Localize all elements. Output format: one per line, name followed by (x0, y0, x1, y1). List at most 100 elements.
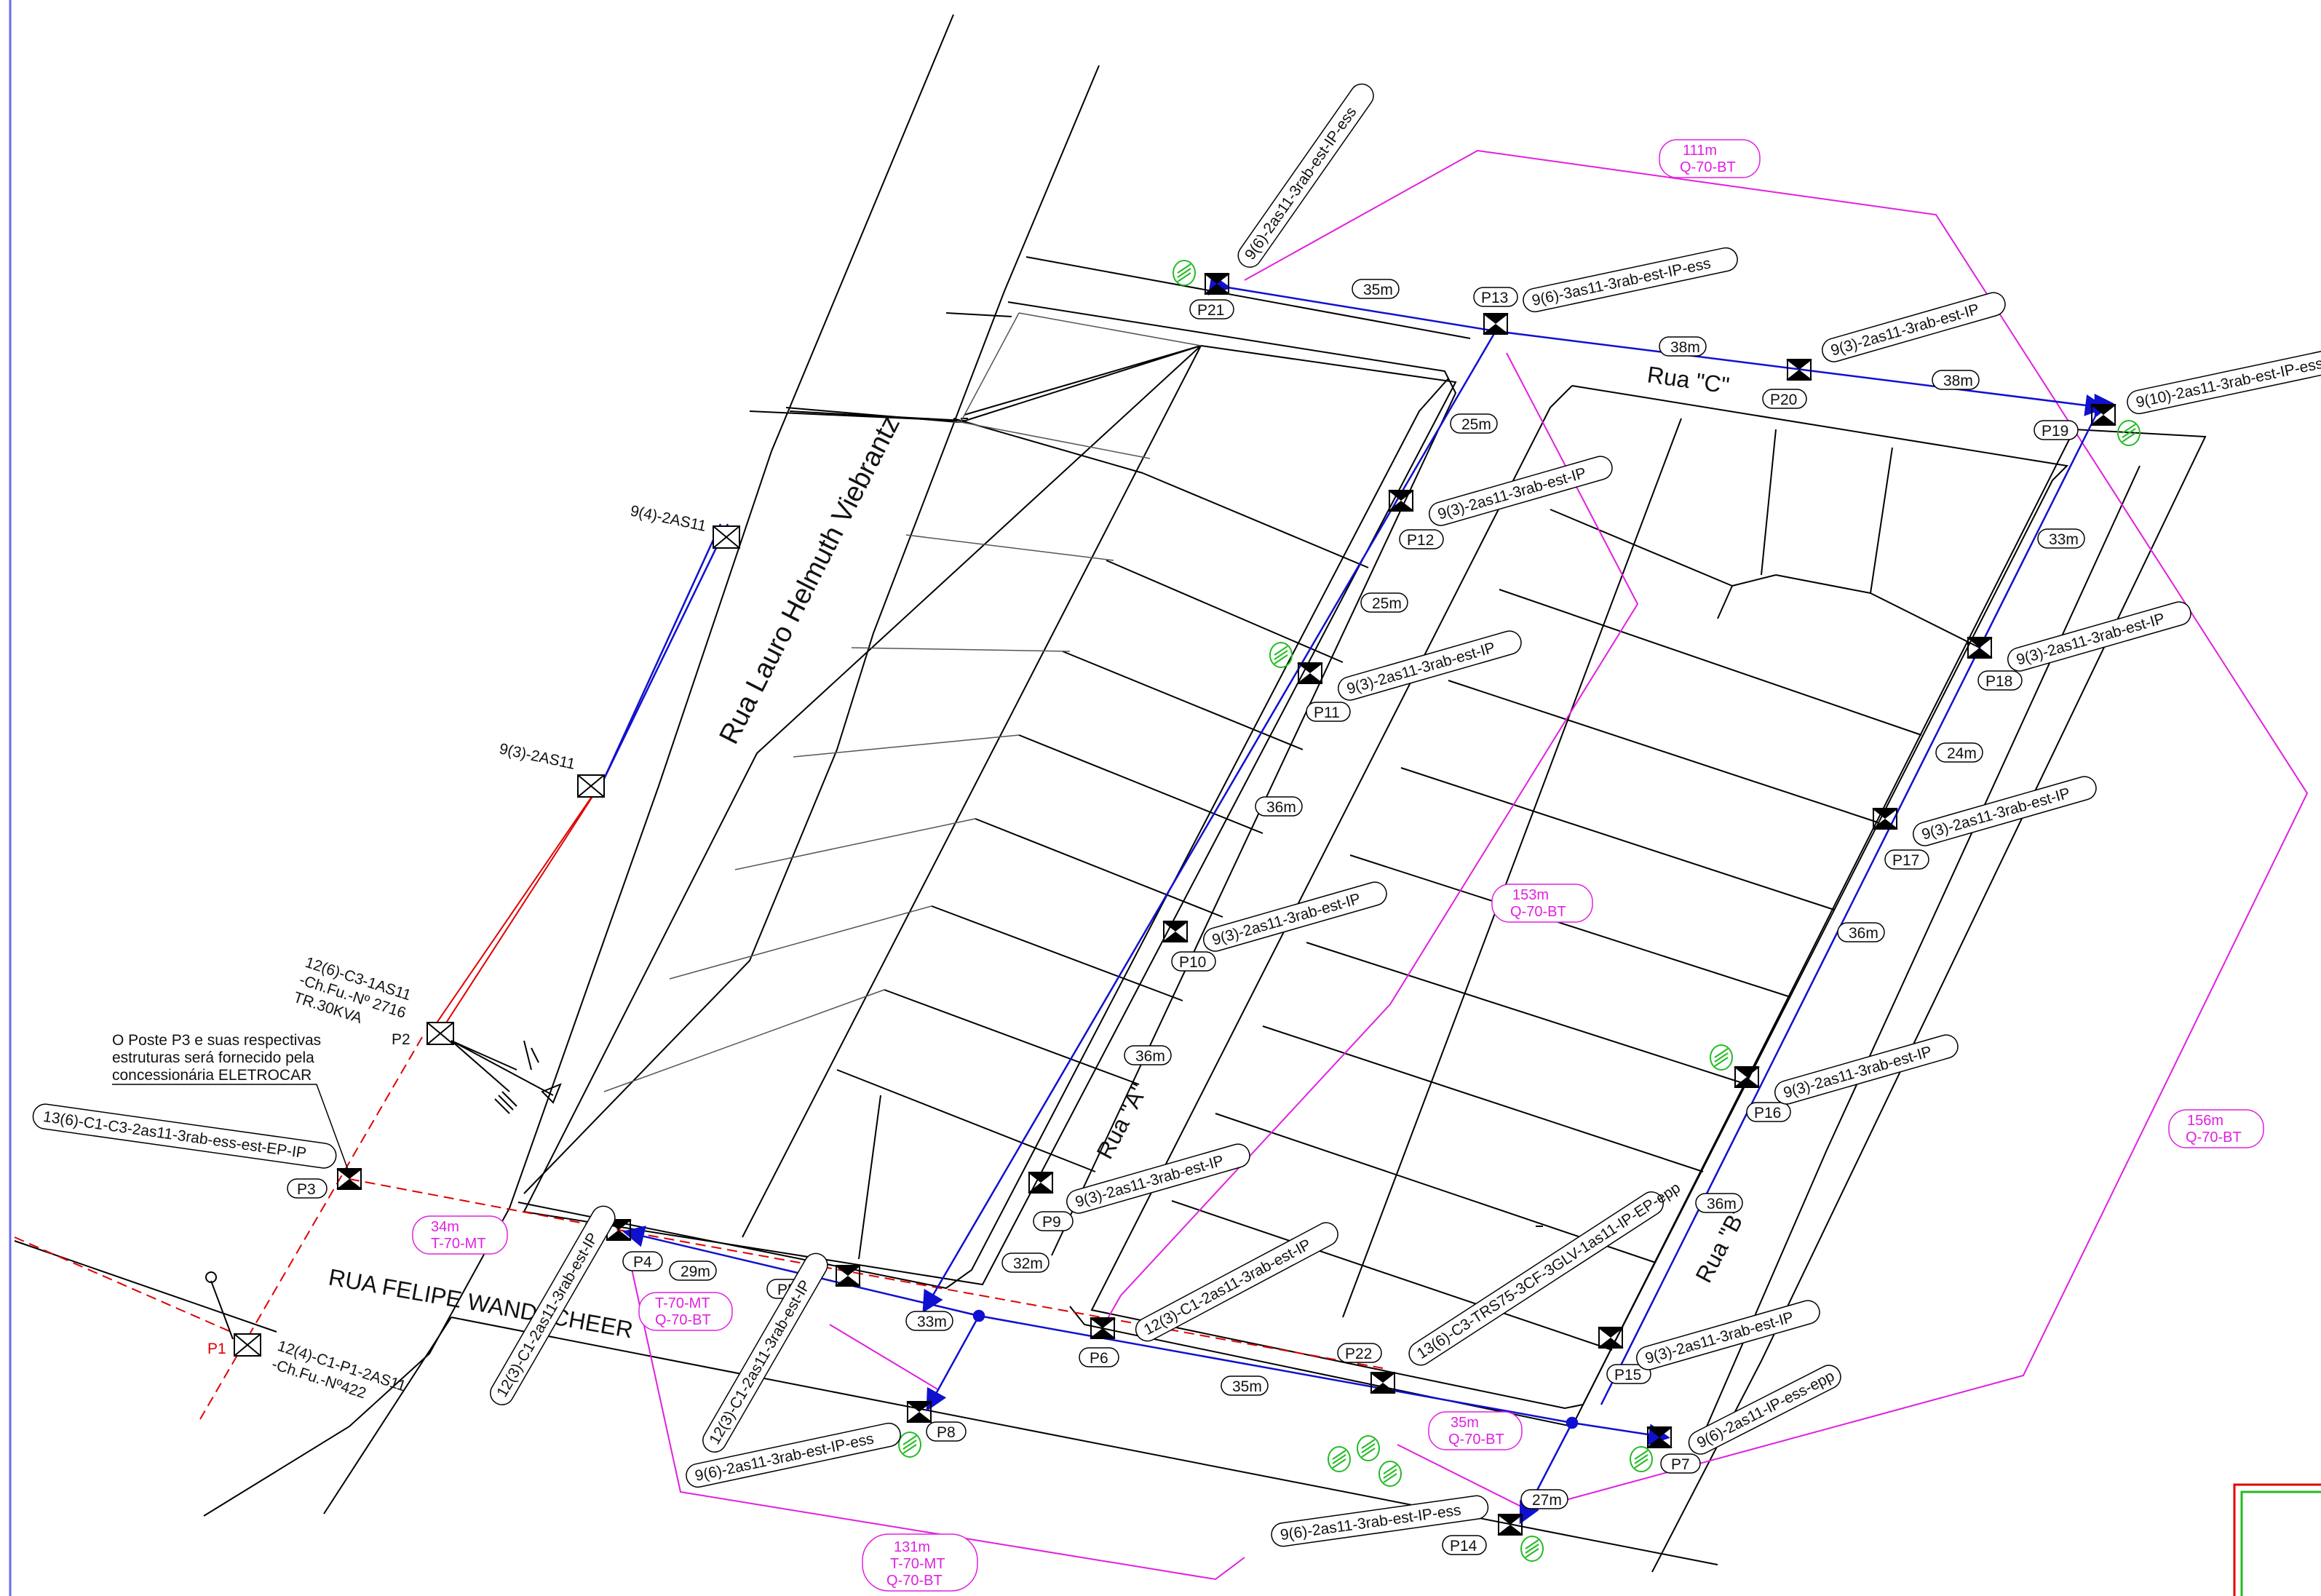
lot-lines-far-left (953, 312, 1020, 423)
structure-tag-p5: 12(3)-C1-2as11-3rab-est-IP (702, 1252, 828, 1453)
svg-text:9(3)-2as11-3rab-est-IP: 9(3)-2as11-3rab-est-IP (2015, 610, 2167, 668)
svg-text:36m: 36m (1849, 925, 1878, 942)
ground-icon (1710, 1044, 1733, 1071)
pole-tag-p15: P15 (1606, 1364, 1651, 1384)
pole-tag-p21: P21 (1189, 299, 1234, 319)
svg-text:P10: P10 (1179, 954, 1206, 971)
span-tag: 33m (905, 1311, 953, 1331)
svg-text:111m: 111m (1683, 143, 1717, 159)
pole-p9[interactable] (1027, 1172, 1055, 1194)
pole-tag-p18: P18 (1977, 670, 2023, 691)
structure-tag-p10: 9(3)-2as11-3rab-est-IP (1203, 881, 1387, 952)
svg-text:13(6)-C3-TRS75-3CF-3GLV-1as11-: 13(6)-C3-TRS75-3CF-3GLV-1as11-IP-EP-epp (1414, 1179, 1683, 1362)
pole-p14[interactable] (1496, 1514, 1524, 1536)
structure-tag-p15: 9(3)-2as11-3rab-est-IP (1636, 1300, 1820, 1370)
svg-text:P16: P16 (1754, 1105, 1781, 1121)
span-tag: 36m (1124, 1045, 1172, 1065)
pole-p19[interactable] (2090, 404, 2117, 426)
note-p3-line3: concessionária ELETROCAR (112, 1067, 312, 1084)
svg-text:P9: P9 (1042, 1214, 1061, 1231)
pole-p7[interactable] (1646, 1426, 1673, 1448)
svg-text:P12: P12 (1407, 532, 1434, 549)
span-tag: 32m (1001, 1252, 1050, 1273)
structure-tag-p19: 9(10)-2as11-3rab-est-IP-ess (2127, 349, 2321, 415)
pole-p22[interactable] (1369, 1372, 1397, 1394)
note-p3-line1: O Poste P3 e suas respectivas (112, 1032, 321, 1049)
pole-p11[interactable] (1296, 662, 1324, 684)
structure-tag-p22: 13(6)-C3-TRS75-3CF-3GLV-1as11-IP-EP-epp (1408, 1179, 1683, 1366)
street-name-felipe: RUA FELIPE WANDSCHEER (327, 1263, 635, 1343)
pole-tag-p10: P10 (1171, 951, 1216, 972)
svg-text:12(3)-C1-2as11-3rab-est-IP: 12(3)-C1-2as11-3rab-est-IP (1141, 1236, 1314, 1338)
structure-tag-p16: 9(3)-2as11-3rab-est-IP (1774, 1034, 1959, 1105)
pole-p12[interactable] (1387, 490, 1415, 512)
svg-text:33m: 33m (917, 1314, 947, 1330)
magenta-network (629, 149, 2309, 1581)
structure-tag-p17: 9(3)-2as11-3rab-est-IP (1913, 776, 2097, 846)
svg-text:25m: 25m (1372, 595, 1402, 612)
svg-text:34m: 34m (431, 1219, 459, 1235)
svg-text:T-70-MT: T-70-MT (655, 1295, 710, 1311)
structure-tag-p6: 12(3)-C1-2as11-3rab-est-IP (1135, 1222, 1338, 1342)
svg-text:P11: P11 (1314, 704, 1340, 721)
svg-text:9(3)-2as11-3rab-est-IP: 9(3)-2as11-3rab-est-IP (1829, 301, 1981, 359)
pole-tag-p17: P17 (1884, 849, 1929, 870)
structure-tag-p20: 9(3)-2as11-3rab-est-IP (1822, 292, 2006, 362)
sheet-title-frame (2233, 1483, 2321, 1596)
svg-text:36m: 36m (1135, 1048, 1165, 1065)
span-tag: 35m (1221, 1375, 1269, 1396)
svg-text:P6: P6 (1090, 1350, 1108, 1367)
lot-lines-strip (603, 312, 1202, 1092)
street-name-rua-c: Rua "C" (1646, 361, 1731, 398)
pole-tag-p16: P16 (1746, 1102, 1791, 1122)
pole-p16[interactable] (1733, 1066, 1761, 1088)
pole-p8[interactable] (905, 1401, 933, 1423)
svg-text:9(6)-2as11-3rab-est-IP-ess: 9(6)-2as11-3rab-est-IP-ess (1242, 104, 1360, 263)
pole-p21[interactable] (1203, 273, 1231, 295)
road-outlines (14, 14, 2207, 1573)
pole-9-3[interactable] (577, 774, 605, 798)
svg-text:38m: 38m (1943, 373, 1973, 389)
pole-labels: P1 P2 P3 P4 P5 P6 P7 P8 P9 P10 P11 P12 P… (207, 287, 2079, 1555)
svg-text:P21: P21 (1197, 302, 1224, 319)
lot-lines-left (523, 312, 1457, 1286)
svg-text:32m: 32m (1013, 1255, 1043, 1272)
pole-p2[interactable] (426, 1022, 454, 1045)
structure-tag-p13: 9(6)-3as11-3rab-est-IP-ess (1523, 247, 1738, 313)
svg-text:P4: P4 (633, 1254, 652, 1271)
pole-p1[interactable] (234, 1333, 261, 1357)
span-tag: 29m (669, 1260, 717, 1281)
pole-tag-p12: P12 (1399, 529, 1444, 549)
pole-tag-p19: P19 (2034, 420, 2079, 440)
pole-p13[interactable] (1482, 313, 1509, 335)
structure-tag-p3: 13(6)-C1-C3-2as11-3rab-ess-est-EP-IP (32, 1103, 337, 1169)
svg-text:P20: P20 (1770, 392, 1797, 408)
svg-text:35m: 35m (1363, 282, 1393, 298)
pole-p5[interactable] (834, 1265, 862, 1287)
structure-tag-p7: 9(6)-2as11-IP-ess-epp (1688, 1365, 1841, 1455)
notes: O Poste P3 e suas respectivas estruturas… (112, 502, 707, 1402)
pole-tag-p22: P22 (1337, 1343, 1382, 1363)
ground-icon (1357, 1435, 1380, 1461)
pole-p10[interactable] (1162, 921, 1189, 942)
svg-text:Q-70-BT: Q-70-BT (1680, 159, 1736, 175)
ground-icon (1378, 1461, 1402, 1487)
svg-text:156m: 156m (2187, 1113, 2223, 1129)
pole-tag-p4: P4 (622, 1251, 663, 1271)
pole-tag-p9: P9 (1033, 1211, 1074, 1231)
svg-text:9(3)-2as11-3rab-est-IP: 9(3)-2as11-3rab-est-IP (1436, 464, 1588, 523)
svg-text:131m: 131m (894, 1539, 930, 1555)
svg-text:Q-70-BT: Q-70-BT (1510, 904, 1566, 920)
pole-p6[interactable] (1089, 1317, 1116, 1339)
note-pole-9-4: 9(4)-2AS11 (629, 502, 707, 535)
ground-icon (1269, 642, 1293, 668)
svg-text:9(6)-3as11-3rab-est-IP-ess: 9(6)-3as11-3rab-est-IP-ess (1531, 255, 1713, 309)
structure-tag-p21: 9(6)-2as11-3rab-est-IP-ess (1237, 83, 1374, 268)
svg-text:33m: 33m (2049, 531, 2079, 548)
pole-9-4[interactable] (713, 525, 740, 549)
pole-tag-p8: P8 (926, 1421, 967, 1442)
